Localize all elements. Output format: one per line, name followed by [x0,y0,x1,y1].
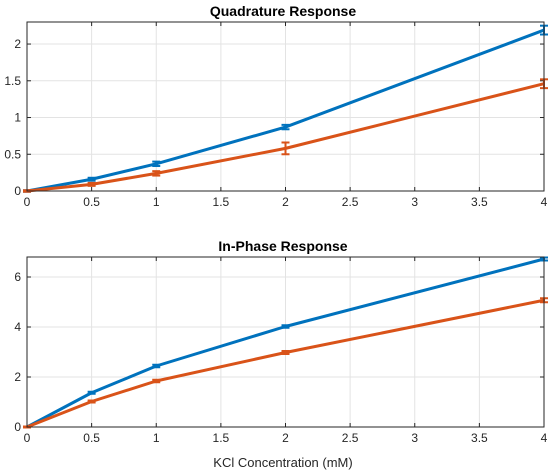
quadrature-y-tick-label: 0 [14,184,21,198]
in-phase-grid [26,257,545,428]
quadrature-x-tick-label: 1 [153,195,160,209]
in-phase-y-tick-label: 2 [14,370,21,384]
in-phase-x-tick-label: 2 [282,431,289,445]
in-phase-series-blue-errorbar [152,363,161,369]
in-phase-axes-frame [26,256,545,428]
in-phase-x-tick-label: 0 [24,431,31,445]
quadrature-series-orange-errorbar [87,181,96,187]
quadrature-x-tick-label: 1.5 [213,195,230,209]
quadrature-title: Quadrature Response [210,3,356,19]
in-phase-series-orange-errorbar [152,378,161,384]
quadrature-y-tick-label: 2 [14,37,21,51]
quadrature-x-tick-label: 3.5 [471,195,488,209]
quadrature-series-blue-errorbar [152,160,161,168]
in-phase-x-tick-label: 3 [411,431,418,445]
in-phase-y-tick-label: 0 [14,420,21,434]
in-phase-title: In-Phase Response [218,238,347,254]
quadrature-x-tick-label: 3 [411,195,418,209]
quadrature-series-blue-errorbar [87,176,96,182]
quadrature-x-tick-label: 2 [282,195,289,209]
in-phase-x-tick-label: 1.5 [213,431,230,445]
in-phase-x-tick-label: 2.5 [342,431,359,445]
in-phase-x-tick-label: 4 [541,431,548,445]
quadrature-y-tick-label: 1.5 [4,74,21,88]
quadrature-series-orange-errorbar [281,141,290,156]
in-phase-series-orange-errorbar [87,399,96,404]
quadrature-grid [26,22,545,192]
quadrature-x-tick-label: 0 [24,195,31,209]
quadrature-series-blue-errorbar [281,123,290,131]
in-phase-y-tick-label: 6 [14,270,21,284]
in-phase-series-blue [23,256,548,429]
quadrature-plot: Quadrature Response 0 0.5 1 1.5 2 2.5 3 3.5 4 0 0.… [4,3,548,209]
quadrature-y-tick-label: 0.5 [4,147,21,161]
in-phase-plot: In-Phase Response KCl Concentration (mM)… [14,238,548,470]
in-phase-x-tick-label: 1 [153,431,160,445]
in-phase-x-tick-label: 3.5 [471,431,488,445]
in-phase-series-blue-errorbar [87,390,96,395]
in-phase-series-orange-errorbar [281,350,290,355]
quadrature-series-orange-errorbar [152,170,161,177]
in-phase-x-tick-label: 0.5 [83,431,100,445]
quadrature-y-tick-label: 1 [14,111,21,125]
quadrature-x-tick-label: 0.5 [83,195,100,209]
in-phase-y-tick-label: 4 [14,320,21,334]
quadrature-axes-frame [26,21,545,192]
quadrature-x-tick-label: 4 [541,195,548,209]
in-phase-series-blue-errorbar [281,324,290,329]
x-axis-label: KCl Concentration (mM) [213,455,352,470]
quadrature-x-tick-label: 2.5 [342,195,359,209]
